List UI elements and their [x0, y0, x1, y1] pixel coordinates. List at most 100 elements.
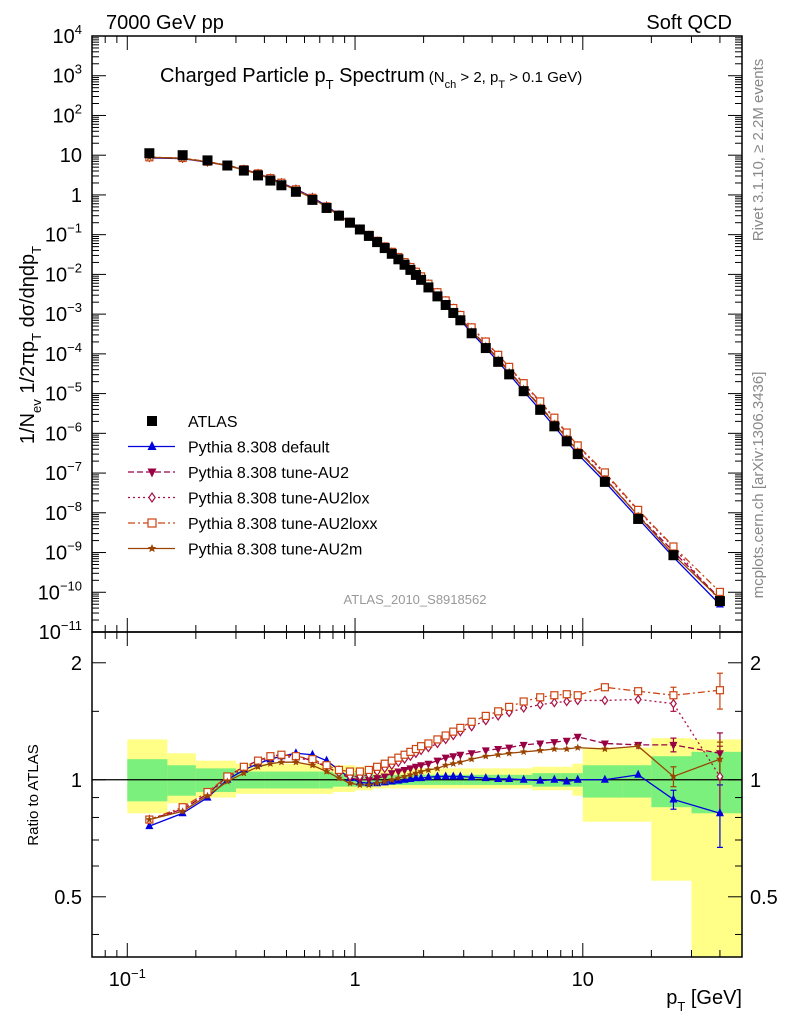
ratio-marker-default — [467, 772, 476, 781]
main-y-tick-label: 10−10 — [38, 578, 82, 604]
main-marker-atlas — [202, 155, 213, 166]
ratio-marker-default — [433, 771, 442, 780]
ratio-marker-au2m — [481, 752, 490, 760]
ratio-marker-default — [536, 775, 545, 784]
main-marker-atlas — [307, 194, 318, 205]
ratio-y-tick-label-right: 2 — [750, 653, 761, 675]
main-y-tick-label: 103 — [53, 62, 82, 88]
ratio-marker-au2 — [467, 750, 476, 759]
ratio-marker-au2loxx — [433, 735, 442, 744]
main-marker-atlas — [518, 386, 529, 397]
ratio-marker-au2 — [373, 775, 382, 784]
ratio-marker-au2loxx — [669, 691, 678, 700]
main-marker-au2loxx — [715, 587, 725, 597]
ratio-marker-au2m — [277, 758, 286, 766]
ratio-marker-au2m — [346, 779, 354, 787]
ratio-marker-au2m — [356, 780, 364, 789]
ratio-marker-default — [519, 774, 528, 783]
ratio-marker-au2 — [715, 750, 724, 759]
ratio-marker-au2 — [411, 763, 420, 772]
ratio-marker-au2m — [308, 761, 317, 769]
ratio-marker-default — [550, 774, 559, 783]
rivet-label: Rivet 3.1.10, ≥ 2.2M events — [750, 59, 767, 242]
ratio-marker-default — [634, 769, 643, 778]
main-marker-atlas — [238, 165, 249, 176]
ratio-marker-au2loxx — [634, 687, 643, 696]
ratio-marker-default — [573, 774, 582, 783]
ratio-marker-au2loxx — [364, 765, 373, 775]
main-y-tick-label: 10−4 — [45, 340, 82, 366]
main-y-tick-label: 10−11 — [39, 618, 82, 644]
ratio-marker-au2 — [550, 739, 559, 748]
ratio-y-tick-label-left: 2 — [71, 653, 82, 675]
analysis-label: ATLAS_2010_S8918562 — [344, 592, 487, 607]
main-y-tick-label: 10 — [60, 145, 82, 167]
ratio-marker-au2lox — [563, 696, 571, 707]
ratio-marker-au2 — [417, 762, 426, 771]
ratio-marker-default — [441, 771, 450, 780]
main-y-tick-label: 10−5 — [45, 380, 82, 406]
ratio-marker-au2loxx — [481, 711, 490, 721]
main-y-tick-label: 10−9 — [45, 539, 82, 565]
ratio-marker-au2m — [365, 780, 373, 789]
ratio-marker-au2lox — [634, 694, 642, 705]
x-axis-label: pT [GeV] — [666, 987, 742, 1014]
legend-label-default: Pythia 8.308 default — [188, 440, 330, 457]
main-marker-atlas — [344, 217, 355, 228]
ratio-marker-au2 — [600, 740, 609, 749]
main-marker-atlas — [448, 307, 459, 318]
legend-marker-au2lox — [148, 491, 156, 504]
ratio-marker-au2loxx — [424, 739, 433, 748]
ratio-marker-au2 — [449, 753, 458, 762]
ratio-marker-au2m — [223, 777, 232, 785]
ratio-marker-default — [456, 771, 465, 780]
main-marker-atlas — [416, 274, 427, 285]
chart-title: Charged Particle pT Spectrum (Nch > 2, pT… — [160, 65, 582, 92]
main-marker-atlas — [714, 596, 725, 607]
ratio-marker-au2 — [562, 737, 571, 746]
main-marker-atlas — [399, 259, 410, 270]
main-y-tick-label: 10−6 — [45, 419, 82, 445]
ratio-marker-au2 — [387, 770, 396, 779]
ratio-marker-au2m — [400, 772, 409, 780]
ratio-marker-default — [449, 771, 458, 780]
band-inner-bin — [691, 751, 742, 814]
main-y-tick-label: 10−3 — [45, 300, 82, 326]
ratio-marker-au2m — [456, 758, 465, 766]
main-marker-atlas — [177, 150, 188, 161]
ratio-marker-au2lox — [520, 702, 528, 714]
ratio-marker-au2loxx — [519, 697, 528, 706]
main-y-tick-label: 10−8 — [45, 499, 82, 525]
main-marker-atlas — [144, 148, 155, 159]
main-marker-atlas — [493, 356, 504, 367]
ratio-plot-frame — [91, 631, 743, 958]
ratio-marker-au2 — [441, 754, 450, 763]
ratio-marker-au2 — [400, 766, 409, 775]
ratio-marker-au2loxx — [562, 690, 571, 699]
ratio-marker-au2m — [536, 746, 544, 754]
ratio-marker-au2loxx — [505, 702, 514, 711]
legend-marker-au2m — [147, 544, 157, 553]
main-y-tick-label: 1 — [71, 185, 82, 207]
main-line-au2lox — [149, 156, 721, 602]
ratio-marker-au2 — [481, 747, 490, 756]
ratio-marker-default — [406, 773, 415, 782]
legend-label-atlas: ATLAS — [188, 414, 238, 431]
ratio-marker-au2m — [716, 755, 724, 763]
ratio-marker-au2loxx — [345, 767, 355, 776]
main-y-tick-label: 10−2 — [45, 260, 82, 286]
ratio-marker-au2m — [494, 750, 502, 758]
ratio-marker-au2 — [364, 776, 373, 785]
ratio-marker-au2m — [394, 774, 403, 782]
legend-marker-default — [147, 441, 157, 450]
ratio-marker-au2m — [601, 745, 609, 753]
main-marker-atlas — [599, 476, 610, 487]
ratio-marker-au2loxx — [334, 765, 344, 775]
main-marker-atlas — [572, 449, 583, 460]
main-marker-atlas — [549, 421, 560, 432]
ratio-marker-au2loxx — [277, 750, 286, 759]
ratio-marker-au2m — [417, 767, 425, 775]
main-marker-atlas — [480, 343, 491, 354]
ratio-marker-au2 — [519, 741, 528, 750]
tick-labels: 10−1 1 1010410310210110−110−210−310−410−51… — [38, 22, 778, 991]
